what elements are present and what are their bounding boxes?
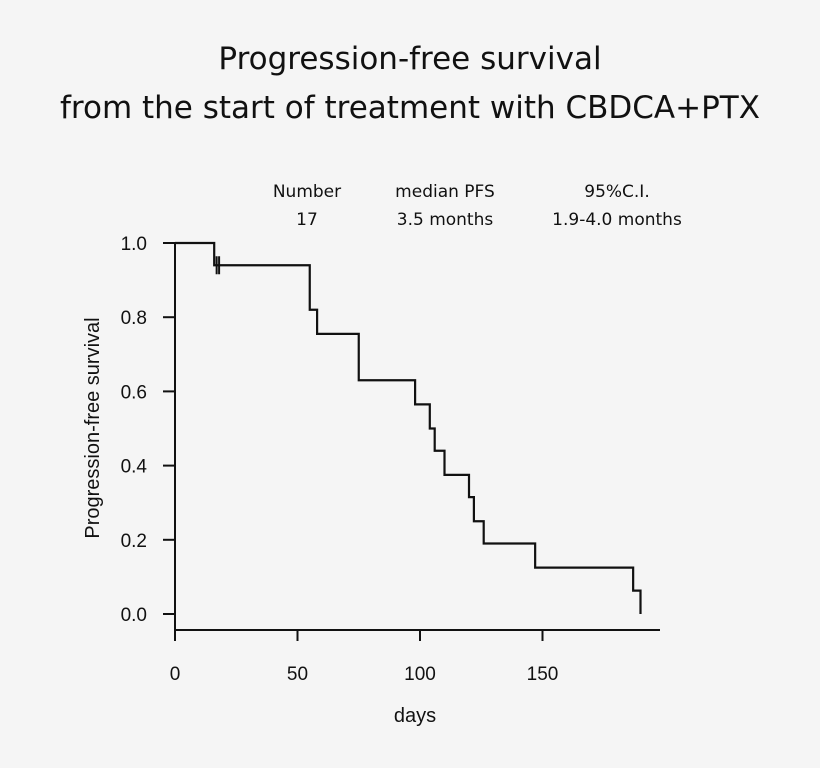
- stat-ci-value: 1.9-4.0 months: [552, 210, 682, 230]
- y-tick-label: 0.0: [121, 605, 147, 626]
- chart-axes: 0.0 0.2 0.4 0.6 0.8 1.0 0 50 100 150: [121, 234, 660, 685]
- x-axis-label: days: [394, 705, 436, 727]
- x-tick-label: 150: [527, 664, 559, 685]
- y-axis-label: Progression-free survival: [82, 317, 104, 538]
- stat-number-value: 17: [296, 210, 318, 230]
- stat-confidence-interval: 95%C.I. 1.9-4.0 months: [532, 178, 702, 234]
- y-tick-label: 0.4: [121, 457, 148, 478]
- chart-marks: [175, 241, 642, 614]
- y-tick-label: 0.8: [121, 308, 147, 329]
- x-tick-label: 50: [287, 664, 308, 685]
- y-tick-label: 1.0: [121, 234, 147, 255]
- x-tick-label: 0: [170, 664, 181, 685]
- stat-number-label: Number: [272, 182, 342, 202]
- chart-title-line-2: from the start of treatment with CBDCA+P…: [60, 90, 760, 126]
- stat-median-value: 3.5 months: [396, 210, 494, 230]
- survival-step-line: [175, 241, 642, 614]
- x-tick-label: 100: [404, 664, 436, 685]
- stat-median-pfs: median PFS 3.5 months: [375, 178, 515, 234]
- stat-number: Number 17: [257, 178, 357, 234]
- stat-median-label: median PFS: [395, 182, 495, 202]
- y-tick-label: 0.2: [121, 531, 147, 552]
- chart-title-line-1: Progression-free survival: [218, 41, 602, 77]
- stat-ci-label: 95%C.I.: [584, 182, 650, 202]
- y-tick-label: 0.6: [121, 382, 147, 403]
